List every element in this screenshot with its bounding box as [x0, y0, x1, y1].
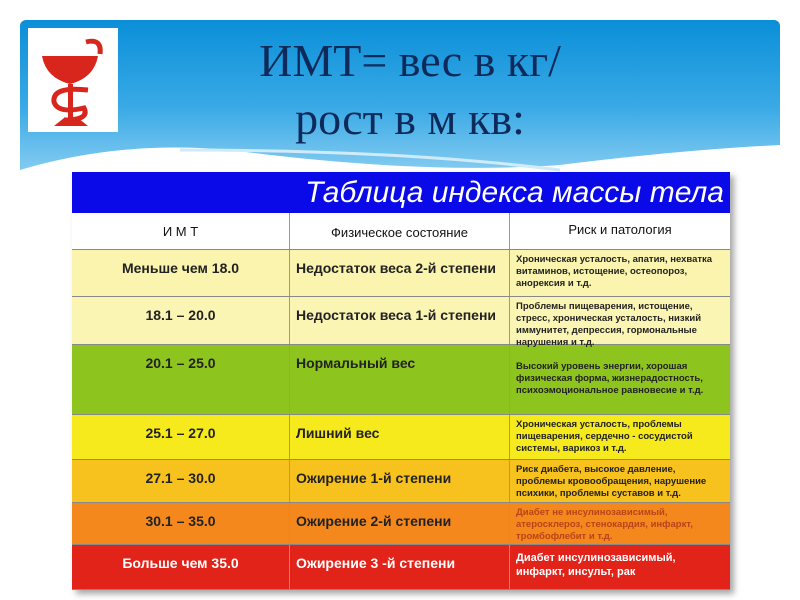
bmi-cell: 30.1 – 35.0 [72, 503, 290, 544]
bmi-cell: 25.1 – 27.0 [72, 415, 290, 459]
risk-cell: Диабет не инсулинозависимый, атеросклеро… [516, 507, 693, 542]
bmi-cell: 27.1 – 30.0 [72, 460, 290, 502]
table-row: 20.1 – 25.0 Нормальный вес Высокий уровень… [72, 345, 730, 415]
bmi-cell: Меньше чем 18.0 [72, 250, 290, 296]
table-row: Больше чем 35.0 Ожирение 3 -й степени Диаб… [72, 545, 730, 590]
slide-title: ИМТ= вес в кг/ рост в м кв: [200, 32, 620, 148]
risk-cell: Хроническая усталость, проблемы пищеваре… [516, 419, 693, 454]
risk-cell: Диабет инсулинозависимый, инфаркт, инсул… [516, 552, 676, 578]
title-line-2: рост в м кв: [295, 93, 525, 144]
table-title: Таблица индекса массы тела [72, 172, 730, 213]
table-row: 18.1 – 20.0 Недостаток веса 1-й степени Пр… [72, 297, 730, 348]
table-row: 27.1 – 30.0 Ожирение 1-й степени Риск диаб… [72, 460, 730, 503]
risk-cell: Проблемы пищеварения, истощение, стресс,… [516, 301, 702, 348]
title-line-1: ИМТ= вес в кг/ [259, 35, 561, 86]
state-cell: Недостаток веса 1-й степени [290, 297, 510, 344]
header-bmi: И М Т [72, 213, 290, 249]
state-cell: Недостаток веса 2-й степени [290, 250, 510, 296]
risk-cell: Высокий уровень энергии, хорошая физичес… [516, 361, 704, 396]
bowl-of-hygieia-icon [42, 38, 103, 126]
bmi-table: Таблица индекса массы тела И М Т Физичес… [72, 172, 730, 590]
state-cell: Ожирение 1-й степени [290, 460, 510, 502]
header-risk: Риск и патология [568, 222, 672, 237]
state-cell: Лишний вес [290, 415, 510, 459]
state-cell: Ожирение 2-й степени [290, 503, 510, 544]
pharmacy-logo [28, 28, 118, 132]
table-row: Меньше чем 18.0 Недостаток веса 2-й степе… [72, 250, 730, 297]
state-cell: Нормальный вес [290, 345, 510, 414]
bmi-cell: Больше чем 35.0 [72, 545, 290, 589]
bmi-cell: 20.1 – 25.0 [72, 345, 290, 414]
bmi-cell: 18.1 – 20.0 [72, 297, 290, 344]
risk-cell: Хроническая усталость, апатия, нехватка … [516, 254, 713, 289]
risk-cell: Риск диабета, высокое давление, проблемы… [516, 464, 707, 499]
table-row: 25.1 – 27.0 Лишний вес Хроническая усталос… [72, 415, 730, 460]
state-cell: Ожирение 3 -й степени [290, 545, 510, 589]
table-header-row: И М Т Физическое состояние Риск и патоло… [72, 213, 730, 250]
table-row: 30.1 – 35.0 Ожирение 2-й степени Диабет не… [72, 503, 730, 545]
header-state: Физическое состояние [290, 213, 510, 249]
